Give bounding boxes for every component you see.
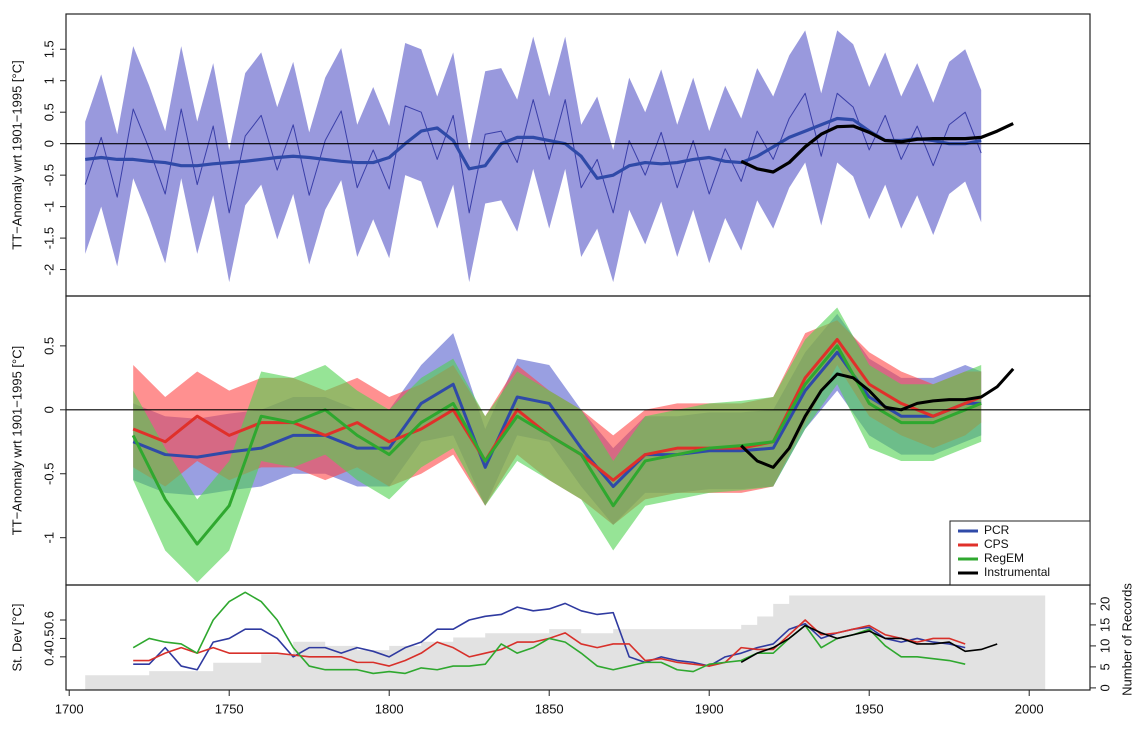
y2-tick-label: 15 xyxy=(1097,618,1112,632)
panel-frame xyxy=(65,584,1091,691)
y-tick-label: 0.4 xyxy=(41,648,56,666)
y-tick-label: 0 xyxy=(41,406,56,413)
y2-tick-label: 0 xyxy=(1097,684,1112,691)
x-tick-label: 1700 xyxy=(55,701,84,716)
y-tick-label: 0.5 xyxy=(41,337,56,355)
x-tick-label: 1800 xyxy=(375,701,404,716)
series-line xyxy=(84,92,982,214)
y-tick-label: -2 xyxy=(41,264,56,276)
y-tick-label: -1 xyxy=(41,201,56,213)
legend-label: Instrumental xyxy=(984,565,1050,579)
y-axis-label: TT−Anomaly wrt 1901−1995 [°C] xyxy=(9,60,24,249)
series-line xyxy=(85,116,982,180)
plot-area xyxy=(84,30,1014,283)
series-line xyxy=(740,122,1014,174)
legend-label: RegEM xyxy=(984,551,1024,565)
y-tick-label: 0.5 xyxy=(41,103,56,121)
plot-area xyxy=(131,307,1015,583)
y-tick-label: -1.5 xyxy=(41,227,56,249)
y-tick-label: -0.5 xyxy=(41,164,56,186)
y-tick-label: 1.5 xyxy=(41,40,56,58)
y-tick-label: 0 xyxy=(41,140,56,147)
series-line xyxy=(133,602,966,671)
y2-tick-label: 20 xyxy=(1097,597,1112,611)
y-tick-label: 0.5 xyxy=(41,629,56,647)
series-line xyxy=(740,624,998,664)
y-tick-label: 0.6 xyxy=(41,611,56,629)
x-tick-label: 1750 xyxy=(215,701,244,716)
y-tick-label: -0.5 xyxy=(41,463,56,485)
y2-tick-label: 5 xyxy=(1097,663,1112,670)
uncertainty-band xyxy=(85,30,982,283)
x-tick-label: 1900 xyxy=(695,701,724,716)
y-axis-label: St. Dev [°C] xyxy=(9,603,24,671)
x-tick-label: 2000 xyxy=(1015,701,1044,716)
x-tick-label: 1950 xyxy=(855,701,884,716)
series-line xyxy=(131,344,982,546)
series-line xyxy=(132,591,966,675)
y2-tick-label: 10 xyxy=(1097,639,1112,653)
y-axis-label: TT−Anomaly wrt 1901−1995 [°C] xyxy=(9,346,24,535)
series-line xyxy=(740,367,1015,469)
uncertainty-band xyxy=(133,307,982,583)
y-tick-label: 1 xyxy=(41,77,56,84)
y2-axis-label: Number of Records xyxy=(1119,583,1134,696)
legend-label: CPS xyxy=(984,537,1009,551)
legend-label: PCR xyxy=(984,523,1010,537)
x-tick-label: 1850 xyxy=(535,701,564,716)
y-tick-label: -1 xyxy=(41,532,56,544)
plot-area xyxy=(85,591,1046,690)
